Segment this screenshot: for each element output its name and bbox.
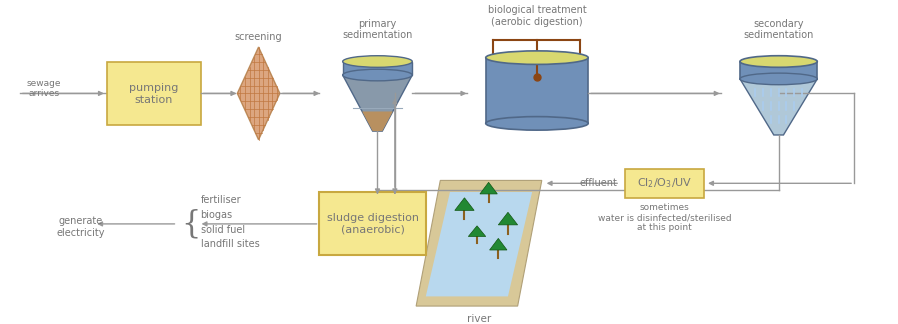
Polygon shape (489, 238, 507, 250)
Text: sewage
arrives: sewage arrives (27, 79, 61, 98)
Polygon shape (426, 192, 533, 296)
Bar (486, 58, 588, 123)
Text: pumping
station: pumping station (129, 83, 179, 105)
Text: river: river (467, 314, 491, 324)
Polygon shape (740, 79, 817, 135)
Polygon shape (237, 47, 280, 140)
Ellipse shape (343, 69, 412, 81)
Text: Cl$_2$/O$_3$/UV: Cl$_2$/O$_3$/UV (637, 176, 692, 190)
Bar (625, 169, 704, 198)
Bar (740, 62, 817, 79)
Ellipse shape (486, 117, 588, 130)
Text: primary
sedimentation: primary sedimentation (342, 19, 413, 40)
Polygon shape (469, 226, 486, 237)
Ellipse shape (486, 51, 588, 64)
Text: sometimes
water is disinfected/sterilised
at this point: sometimes water is disinfected/sterilise… (598, 202, 731, 232)
Polygon shape (454, 198, 474, 210)
Bar (107, 63, 200, 125)
Ellipse shape (740, 56, 817, 67)
Text: sludge digestion
(anaerobic): sludge digestion (anaerobic) (327, 213, 418, 235)
Bar (343, 62, 412, 75)
Polygon shape (480, 182, 497, 194)
Text: fertiliser
biogas
solid fuel
landfill sites: fertiliser biogas solid fuel landfill si… (200, 195, 260, 249)
Text: {: { (181, 208, 200, 239)
Polygon shape (362, 111, 392, 131)
Polygon shape (498, 212, 517, 225)
Text: generate
electricity: generate electricity (57, 216, 105, 238)
Bar (320, 192, 426, 255)
Polygon shape (343, 75, 412, 131)
Ellipse shape (740, 73, 817, 85)
Text: screening: screening (234, 32, 282, 42)
Ellipse shape (343, 56, 412, 67)
Polygon shape (416, 180, 541, 306)
Text: effluent: effluent (579, 178, 617, 188)
Text: secondary
sedimentation: secondary sedimentation (744, 19, 814, 40)
Text: biological treatment
(aerobic digestion): biological treatment (aerobic digestion) (488, 5, 586, 27)
